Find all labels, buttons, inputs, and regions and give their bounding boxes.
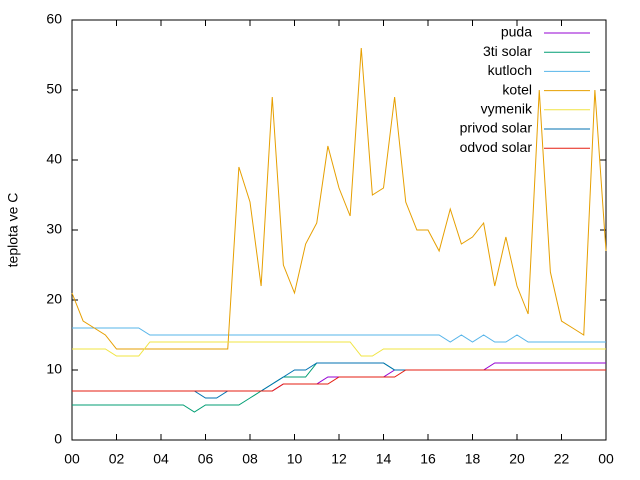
x-tick-label: 20	[509, 451, 525, 467]
x-tick-label: 12	[331, 451, 347, 467]
x-tick-label: 16	[420, 451, 436, 467]
legend-label: kutloch	[488, 62, 532, 78]
y-tick-label: 60	[46, 11, 62, 27]
series-line	[72, 362, 606, 399]
x-tick-label: 02	[109, 451, 125, 467]
legend-label: vymenik	[481, 101, 533, 117]
y-tick-label: 50	[46, 81, 62, 97]
series-line	[72, 327, 606, 343]
x-tick-label: 10	[287, 451, 303, 467]
legend-label: puda	[501, 24, 532, 40]
x-tick-label: 04	[153, 451, 169, 467]
y-axis-label: teplota ve C	[5, 193, 21, 268]
legend-label: privod solar	[460, 120, 533, 136]
y-tick-label: 0	[54, 431, 62, 447]
legend-label: odvod solar	[460, 139, 533, 155]
x-tick-label: 00	[598, 451, 614, 467]
x-tick-label: 06	[198, 451, 214, 467]
y-tick-label: 10	[46, 361, 62, 377]
y-tick-label: 30	[46, 221, 62, 237]
x-tick-label: 22	[554, 451, 570, 467]
x-tick-label: 08	[242, 451, 258, 467]
series-line	[72, 369, 606, 392]
series-line	[72, 341, 606, 357]
y-tick-label: 20	[46, 291, 62, 307]
series-line	[71, 47, 607, 350]
legend-label: 3ti solar	[483, 43, 532, 59]
x-tick-label: 14	[376, 451, 392, 467]
x-tick-label: 00	[64, 451, 80, 467]
legend-label: kotel	[502, 81, 532, 97]
y-tick-label: 40	[46, 151, 62, 167]
x-tick-label: 18	[465, 451, 481, 467]
